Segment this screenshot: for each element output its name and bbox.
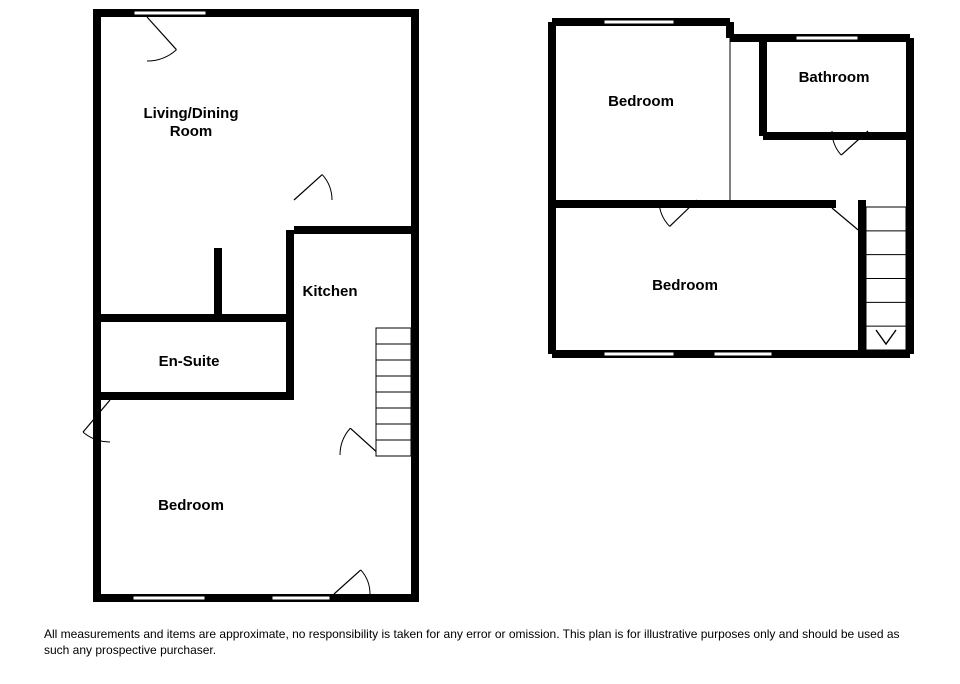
svg-text:Room: Room (170, 123, 213, 140)
floorplan-canvas: Living/DiningRoom Kitchen En-Suite Bedroom B… (0, 0, 960, 679)
disclaimer-text: All measurements and items are approxima… (44, 626, 924, 658)
svg-text:En-Suite: En-Suite (159, 353, 220, 370)
svg-text:Bedroom: Bedroom (608, 93, 674, 110)
svg-text:Kitchen: Kitchen (302, 283, 357, 300)
svg-text:Living/Dining: Living/Dining (144, 105, 239, 122)
svg-text:Bathroom: Bathroom (799, 69, 870, 86)
svg-text:Bedroom: Bedroom (158, 497, 224, 514)
svg-text:Bedroom: Bedroom (652, 277, 718, 294)
floorplan-svg: Living/DiningRoom Kitchen En-Suite Bedroom B… (0, 0, 960, 679)
